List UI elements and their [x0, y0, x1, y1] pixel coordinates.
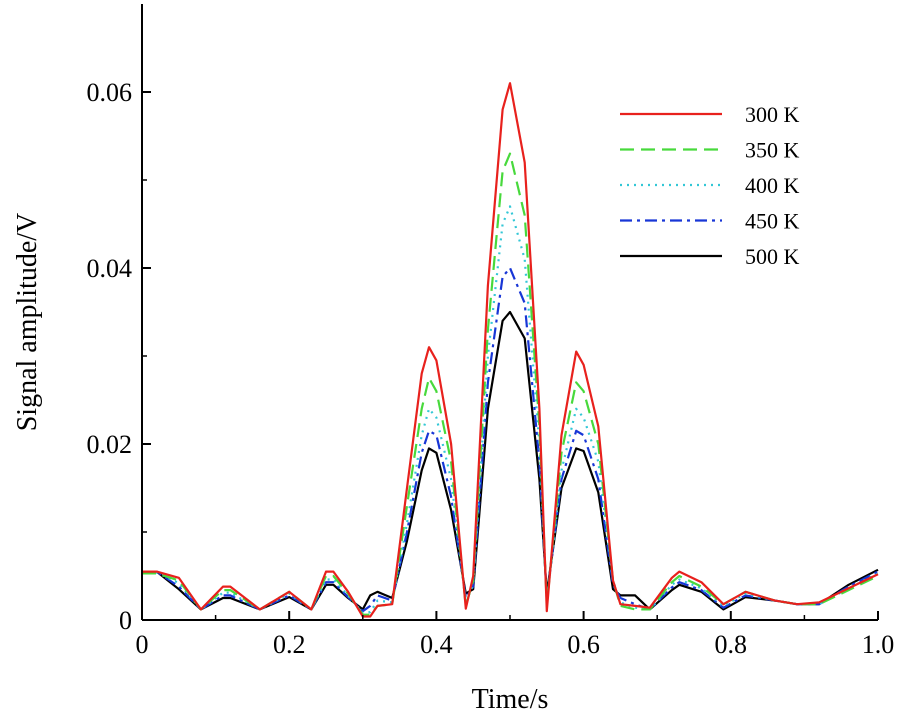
x-axis-ticks: 0 0.2 0.4 0.6 0.8 1.0 [136, 611, 895, 659]
y-tick-label: 0 [119, 606, 132, 635]
series-line-400-k [142, 205, 879, 615]
x-tick-label: 0.4 [420, 630, 453, 659]
x-tick-label: 0.6 [567, 630, 600, 659]
x-tick-label: 0.8 [715, 630, 748, 659]
legend-label: 450 K [745, 209, 800, 234]
legend-label: 400 K [745, 173, 800, 198]
legend-label: 300 K [745, 102, 800, 127]
legend-label: 500 K [745, 244, 800, 269]
legend: 300 K 350 K 400 K 450 K 500 K [620, 102, 800, 269]
x-tick-label: 1.0 [862, 630, 895, 659]
axes: 0 0.2 0.4 0.6 0.8 1.0 0 0.02 0.04 0.06 [87, 4, 895, 659]
series-line-450-k [142, 266, 879, 613]
y-tick-label: 0.02 [87, 430, 133, 459]
series-line-500-k [142, 310, 879, 611]
legend-label: 350 K [745, 138, 800, 163]
x-tick-label: 0.2 [273, 630, 306, 659]
y-axis-title: Signal amplitude/V [12, 213, 43, 432]
series-line-300-k [142, 82, 879, 618]
y-axis-ticks: 0 0.02 0.04 0.06 [87, 78, 151, 635]
x-tick-label: 0 [136, 630, 149, 659]
y-tick-label: 0.06 [87, 78, 133, 107]
x-axis-title: Time/s [472, 684, 549, 715]
y-tick-label: 0.04 [87, 254, 133, 283]
series-lines [142, 82, 879, 618]
